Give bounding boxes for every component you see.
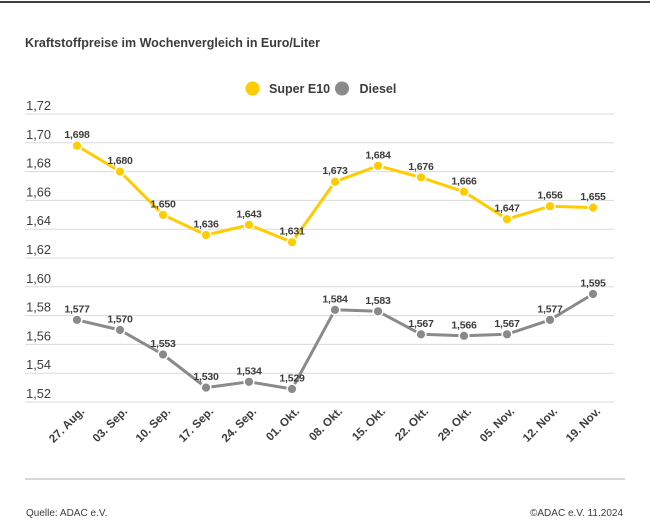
svg-text:1,530: 1,530 — [193, 371, 219, 383]
svg-text:1,567: 1,567 — [408, 318, 434, 330]
svg-text:1,647: 1,647 — [494, 203, 520, 215]
svg-text:1,54: 1,54 — [26, 357, 51, 372]
svg-text:Super E10: Super E10 — [269, 82, 330, 96]
svg-text:1,68: 1,68 — [26, 156, 51, 171]
svg-text:1,58: 1,58 — [26, 300, 51, 315]
svg-text:1,66: 1,66 — [26, 184, 51, 199]
svg-text:1,680: 1,680 — [107, 155, 133, 167]
svg-text:1,655: 1,655 — [580, 191, 606, 203]
svg-text:1,570: 1,570 — [107, 314, 133, 326]
svg-text:Kraftstoffpreise im Wochenverg: Kraftstoffpreise im Wochenvergleich in E… — [25, 36, 320, 50]
svg-text:1,567: 1,567 — [494, 318, 520, 330]
svg-text:1,584: 1,584 — [322, 293, 348, 305]
svg-text:1,698: 1,698 — [64, 129, 90, 141]
svg-text:1,566: 1,566 — [451, 319, 477, 331]
svg-text:1,650: 1,650 — [150, 198, 176, 210]
svg-text:1,666: 1,666 — [451, 175, 477, 187]
svg-text:1,656: 1,656 — [537, 190, 563, 202]
svg-text:1,643: 1,643 — [236, 208, 262, 220]
svg-text:1,583: 1,583 — [365, 295, 391, 307]
svg-text:1,684: 1,684 — [365, 149, 391, 161]
svg-text:1,52: 1,52 — [26, 386, 51, 401]
svg-text:1,70: 1,70 — [26, 127, 51, 142]
svg-text:©ADAC e.V. 11.2024: ©ADAC e.V. 11.2024 — [530, 508, 623, 519]
svg-text:1,529: 1,529 — [279, 373, 305, 385]
svg-text:1,673: 1,673 — [322, 165, 348, 177]
svg-text:1,64: 1,64 — [26, 213, 51, 228]
svg-text:1,72: 1,72 — [26, 98, 51, 113]
svg-text:1,595: 1,595 — [580, 278, 606, 290]
svg-text:1,553: 1,553 — [150, 338, 176, 350]
svg-text:1,631: 1,631 — [279, 226, 305, 238]
svg-text:Quelle: ADAC e.V.: Quelle: ADAC e.V. — [26, 508, 107, 519]
svg-text:1,62: 1,62 — [26, 242, 51, 257]
svg-text:1,534: 1,534 — [236, 365, 262, 377]
svg-text:1,577: 1,577 — [537, 303, 563, 315]
svg-text:1,676: 1,676 — [408, 161, 434, 173]
svg-text:1,56: 1,56 — [26, 328, 51, 343]
svg-text:1,577: 1,577 — [64, 303, 90, 315]
svg-text:Diesel: Diesel — [360, 82, 397, 96]
svg-text:1,636: 1,636 — [193, 219, 219, 231]
svg-text:1,60: 1,60 — [26, 271, 51, 286]
